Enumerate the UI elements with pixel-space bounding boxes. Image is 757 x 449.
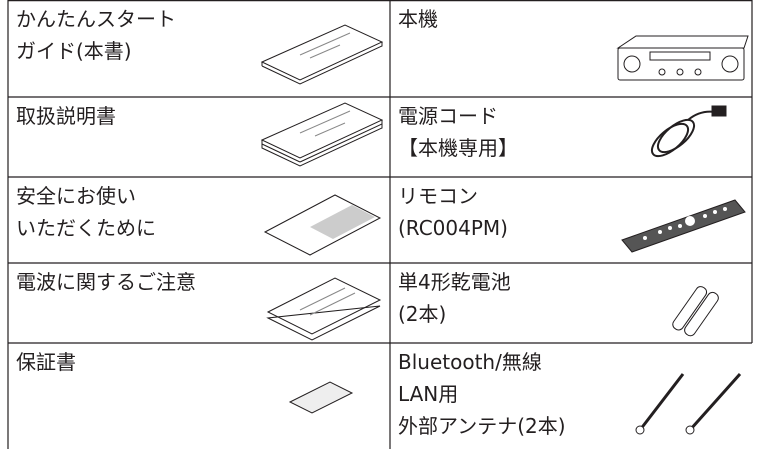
- cell-text: (RC004PM): [398, 216, 508, 240]
- cell-text: 【本機専用】: [398, 136, 518, 160]
- cell-text: 電波に関するご注意: [16, 270, 196, 294]
- cell-text: LAN用: [398, 382, 459, 406]
- cell-text: 安全にお使い: [16, 184, 136, 208]
- cell-text: リモコン: [398, 184, 478, 208]
- cell-text: かんたんスタート: [16, 7, 176, 31]
- cell-text: 電源コード: [398, 104, 498, 128]
- cell-text: 本機: [398, 7, 438, 31]
- cell-text: いただくために: [16, 216, 156, 240]
- cell-text: ガイド(本書): [16, 39, 132, 63]
- illustrations: [260, 24, 749, 435]
- cell-text: 単4形乾電池: [398, 270, 511, 294]
- cell-text: Bluetooth/無線: [398, 350, 542, 374]
- cell-text: 取扱説明書: [16, 104, 116, 128]
- cell-text: 保証書: [16, 350, 76, 374]
- cell-text: 外部アンテナ(2本): [398, 414, 566, 438]
- cell-text: (2本): [398, 302, 447, 326]
